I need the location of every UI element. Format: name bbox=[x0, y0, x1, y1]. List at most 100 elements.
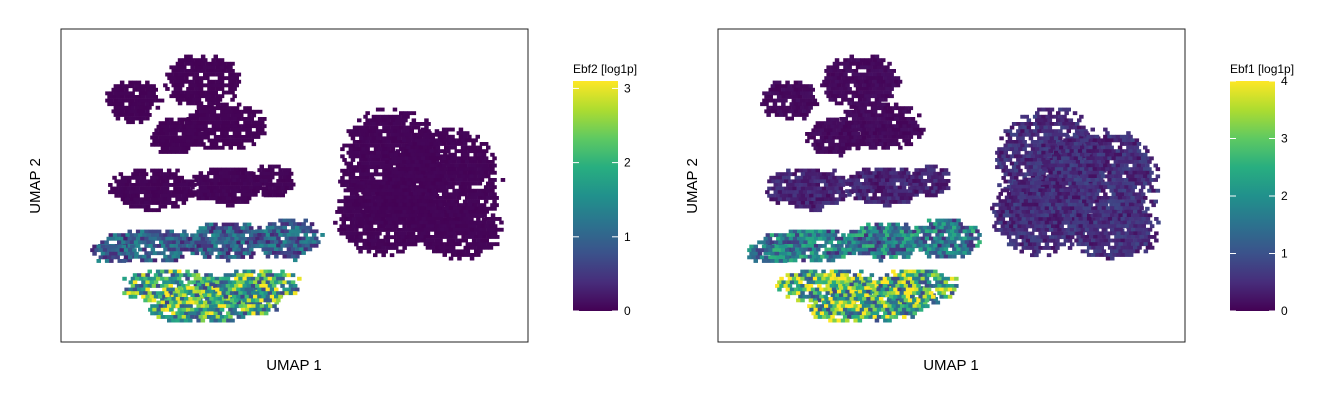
hex-bin bbox=[450, 224, 456, 229]
hex-bin bbox=[126, 113, 131, 117]
hex-bin bbox=[830, 65, 836, 70]
hex-bin bbox=[448, 235, 454, 239]
hex-bin bbox=[143, 193, 149, 198]
hex-bin bbox=[876, 87, 882, 91]
hex-bin bbox=[408, 163, 413, 168]
hex-bin bbox=[119, 95, 125, 99]
hex-bin bbox=[935, 182, 940, 187]
hex-bin bbox=[147, 291, 152, 296]
hex-bin bbox=[373, 188, 378, 193]
hex-bin bbox=[841, 97, 846, 102]
hex-bin bbox=[108, 190, 113, 195]
hex-bin bbox=[1056, 147, 1061, 152]
hex-bin bbox=[261, 307, 267, 312]
hex-bin bbox=[486, 160, 491, 164]
hex-bin bbox=[806, 87, 811, 92]
hex-bin bbox=[1083, 129, 1088, 134]
hex-bin bbox=[842, 179, 848, 184]
hex-bin bbox=[796, 201, 802, 205]
hex-bin bbox=[276, 171, 281, 176]
hex-bin bbox=[917, 113, 922, 118]
hex-bin bbox=[267, 284, 273, 288]
hex-bin bbox=[129, 183, 134, 187]
hex-bin bbox=[127, 193, 132, 198]
hex-bin bbox=[194, 251, 200, 256]
hex-bin bbox=[1056, 140, 1061, 144]
hex-bin bbox=[432, 235, 437, 239]
hex-bin bbox=[236, 178, 241, 183]
hex-bin bbox=[382, 118, 387, 123]
hex-bin bbox=[226, 304, 231, 309]
hex-bin bbox=[870, 174, 875, 179]
hex-bin bbox=[171, 183, 176, 187]
hex-bin bbox=[134, 105, 140, 110]
hex-bin bbox=[394, 140, 400, 144]
hex-bin bbox=[236, 315, 242, 319]
hex-bin bbox=[137, 204, 142, 209]
hex-bin bbox=[483, 163, 489, 168]
hex-bin bbox=[1005, 140, 1011, 144]
hex-bin bbox=[143, 298, 148, 303]
hex-bin bbox=[175, 69, 181, 73]
hex-bin bbox=[860, 117, 865, 121]
hex-bin bbox=[185, 193, 191, 198]
hex-bin bbox=[866, 142, 872, 147]
hex-bin bbox=[1030, 132, 1036, 137]
hex-bin bbox=[225, 251, 231, 256]
hex-bin bbox=[301, 229, 306, 234]
hex-bin bbox=[169, 79, 174, 84]
hex-bin bbox=[1037, 165, 1042, 170]
hex-bin bbox=[135, 179, 140, 184]
hex-bin bbox=[259, 304, 265, 309]
hex-bin bbox=[866, 189, 871, 194]
hex-bin bbox=[234, 237, 239, 241]
hex-bin bbox=[213, 304, 218, 309]
hex-bin bbox=[145, 280, 150, 285]
hex-bin bbox=[864, 185, 869, 190]
hex-bin bbox=[889, 185, 894, 190]
hex-bin bbox=[192, 174, 197, 179]
hex-bin bbox=[373, 132, 379, 137]
hex-bin bbox=[776, 109, 782, 114]
hex-bin bbox=[117, 233, 122, 238]
hex-bin bbox=[412, 192, 418, 196]
hex-bin bbox=[841, 76, 846, 81]
hex-bin bbox=[815, 150, 821, 154]
hex-bin bbox=[779, 193, 785, 198]
hex-bin bbox=[242, 222, 248, 227]
hex-bin bbox=[213, 174, 218, 179]
hex-bin bbox=[113, 105, 119, 110]
hex-bin bbox=[249, 117, 254, 121]
hex-bin bbox=[857, 61, 863, 66]
hex-bin bbox=[381, 224, 386, 229]
hex-bin bbox=[113, 113, 119, 117]
hex-bin bbox=[363, 143, 368, 148]
hex-bin bbox=[346, 165, 351, 170]
hex-bin bbox=[432, 249, 437, 254]
hex-bin bbox=[861, 174, 867, 179]
hex-bin bbox=[197, 276, 203, 281]
hex-bin bbox=[122, 105, 127, 110]
hex-bin bbox=[200, 289, 206, 294]
hex-bin bbox=[238, 244, 243, 249]
hex-bin bbox=[409, 129, 414, 134]
hex-bin bbox=[879, 106, 884, 111]
hex-bin bbox=[377, 224, 382, 229]
hex-bin bbox=[128, 109, 133, 114]
hex-bin bbox=[282, 287, 287, 292]
hex-bin bbox=[821, 186, 827, 191]
hex-bin bbox=[429, 209, 435, 214]
hex-bin bbox=[446, 149, 451, 154]
hex-bin bbox=[800, 201, 806, 205]
hex-bin bbox=[358, 199, 363, 204]
hex-bin bbox=[488, 217, 494, 221]
hex-bin bbox=[379, 249, 384, 254]
hex-bin bbox=[122, 113, 127, 117]
hex-bin bbox=[211, 109, 217, 114]
hex-bin bbox=[373, 231, 378, 236]
hex-bin bbox=[135, 229, 141, 234]
hex-bin bbox=[432, 227, 437, 232]
hex-bin bbox=[902, 131, 907, 136]
hex-bin bbox=[415, 202, 420, 207]
hex-bin bbox=[132, 95, 137, 99]
